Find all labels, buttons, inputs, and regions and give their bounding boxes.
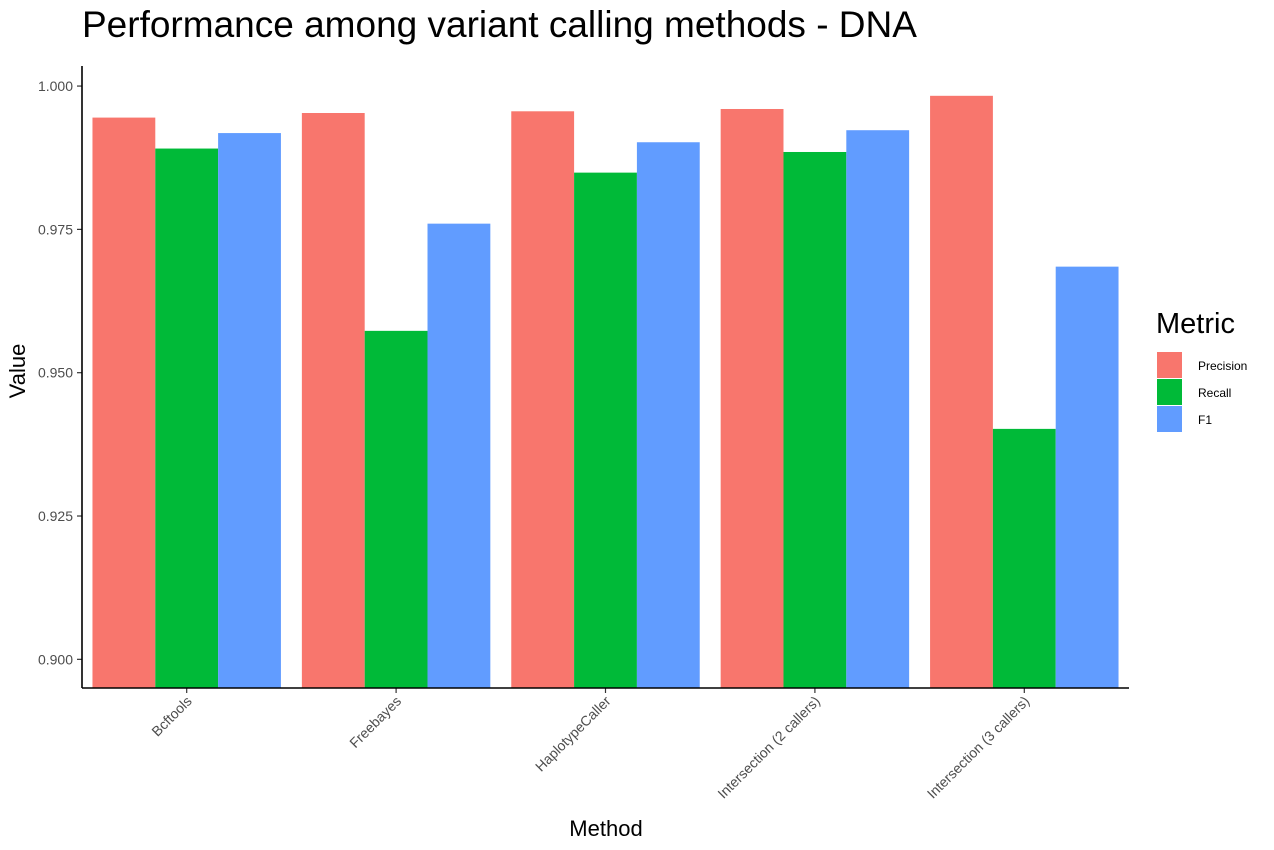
y-axis-title: Value — [5, 344, 30, 399]
legend-key-f1 — [1157, 406, 1182, 432]
bar-f1-3 — [636, 142, 700, 688]
bar-f1-2 — [427, 223, 491, 688]
x-tick-label: Bcftools — [148, 693, 195, 740]
bar-precision-3 — [511, 111, 575, 689]
legend-label-f1: F1 — [1198, 413, 1212, 427]
x-axis-title: Method — [569, 816, 642, 841]
bar-recall-2 — [364, 330, 428, 688]
bar-f1-1 — [218, 133, 281, 688]
bars — [92, 95, 1119, 689]
bar-f1-4 — [846, 130, 910, 689]
bar-recall-1 — [155, 148, 219, 688]
bar-recall-4 — [783, 151, 847, 688]
x-tick-label: Intersection (3 callers) — [924, 693, 1033, 802]
chart-title: Performance among variant calling method… — [82, 4, 917, 45]
bar-recall-3 — [574, 172, 637, 689]
legend-key-recall — [1157, 379, 1182, 405]
x-tick-label: Intersection (2 callers) — [714, 693, 823, 802]
bar-precision-1 — [92, 117, 156, 688]
bar-precision-2 — [301, 113, 365, 688]
bar-recall-5 — [992, 428, 1056, 688]
y-tick-label: 0.925 — [38, 508, 73, 524]
legend-key-precision — [1157, 352, 1182, 378]
bar-f1-5 — [1055, 266, 1119, 688]
y-tick-label: 0.900 — [38, 651, 73, 667]
legend-label-recall: Recall — [1198, 386, 1231, 400]
x-tick-label: Freebayes — [346, 693, 404, 751]
y-axis-ticks: 0.900 0.925 0.950 0.975 1.000 — [38, 78, 82, 667]
y-tick-label: 0.975 — [38, 221, 73, 237]
y-tick-label: 1.000 — [38, 78, 73, 94]
x-axis-ticks: Bcftools Freebayes HaplotypeCaller Intersec… — [148, 688, 1032, 802]
x-tick-label: HaplotypeCaller — [532, 693, 614, 775]
legend: Metric Precision Recall F1 — [1156, 308, 1247, 432]
y-tick-label: 0.950 — [38, 365, 73, 381]
legend-label-precision: Precision — [1198, 359, 1247, 373]
bar-precision-5 — [930, 95, 993, 689]
bar-precision-4 — [720, 108, 784, 689]
legend-title: Metric — [1156, 308, 1235, 340]
